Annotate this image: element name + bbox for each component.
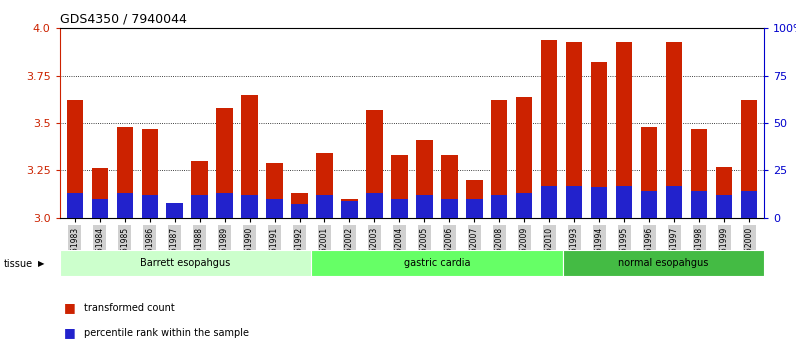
Text: GDS4350 / 7940044: GDS4350 / 7940044: [60, 12, 186, 25]
Bar: [142, 195, 158, 218]
Bar: [466, 199, 482, 218]
Bar: [666, 185, 682, 218]
Bar: [67, 193, 83, 218]
Bar: [616, 185, 632, 218]
Bar: [166, 202, 183, 218]
Bar: [291, 205, 307, 218]
Text: ■: ■: [64, 302, 76, 314]
Bar: [142, 129, 158, 218]
Bar: [566, 185, 583, 218]
Bar: [192, 195, 208, 218]
Bar: [641, 191, 657, 218]
Bar: [541, 185, 557, 218]
Text: tissue: tissue: [4, 259, 33, 269]
Bar: [517, 97, 533, 218]
Bar: [741, 191, 757, 218]
Bar: [541, 40, 557, 218]
Bar: [341, 201, 357, 218]
Bar: [392, 155, 408, 218]
Bar: [716, 167, 732, 218]
Bar: [716, 195, 732, 218]
Bar: [116, 127, 133, 218]
Bar: [311, 250, 563, 276]
Text: normal esopahgus: normal esopahgus: [618, 258, 708, 268]
Bar: [616, 41, 632, 218]
Bar: [92, 169, 107, 218]
Text: percentile rank within the sample: percentile rank within the sample: [84, 328, 248, 338]
Bar: [267, 163, 283, 218]
Text: transformed count: transformed count: [84, 303, 174, 313]
Bar: [217, 193, 232, 218]
Bar: [441, 155, 458, 218]
Text: gastric cardia: gastric cardia: [404, 258, 470, 268]
Bar: [366, 193, 383, 218]
Bar: [741, 100, 757, 218]
Bar: [392, 199, 408, 218]
Bar: [416, 140, 432, 218]
Bar: [591, 187, 607, 218]
Bar: [641, 127, 657, 218]
Bar: [192, 161, 208, 218]
Bar: [166, 202, 183, 218]
Bar: [116, 193, 133, 218]
Bar: [241, 195, 258, 218]
Bar: [466, 180, 482, 218]
Bar: [566, 41, 583, 218]
Bar: [316, 195, 333, 218]
Bar: [366, 110, 383, 218]
Bar: [691, 191, 708, 218]
Bar: [666, 41, 682, 218]
Bar: [291, 193, 307, 218]
Bar: [67, 100, 83, 218]
Bar: [241, 95, 258, 218]
Bar: [691, 129, 708, 218]
Bar: [491, 100, 508, 218]
Bar: [416, 195, 432, 218]
Text: ■: ■: [64, 326, 76, 339]
Bar: [491, 195, 508, 218]
Text: Barrett esopahgus: Barrett esopahgus: [140, 258, 231, 268]
Text: ▶: ▶: [38, 259, 45, 268]
Bar: [316, 153, 333, 218]
Bar: [217, 108, 232, 218]
Bar: [563, 250, 764, 276]
Bar: [267, 199, 283, 218]
Bar: [591, 62, 607, 218]
Bar: [441, 199, 458, 218]
Bar: [341, 199, 357, 218]
Bar: [517, 193, 533, 218]
Bar: [60, 250, 311, 276]
Bar: [92, 199, 107, 218]
